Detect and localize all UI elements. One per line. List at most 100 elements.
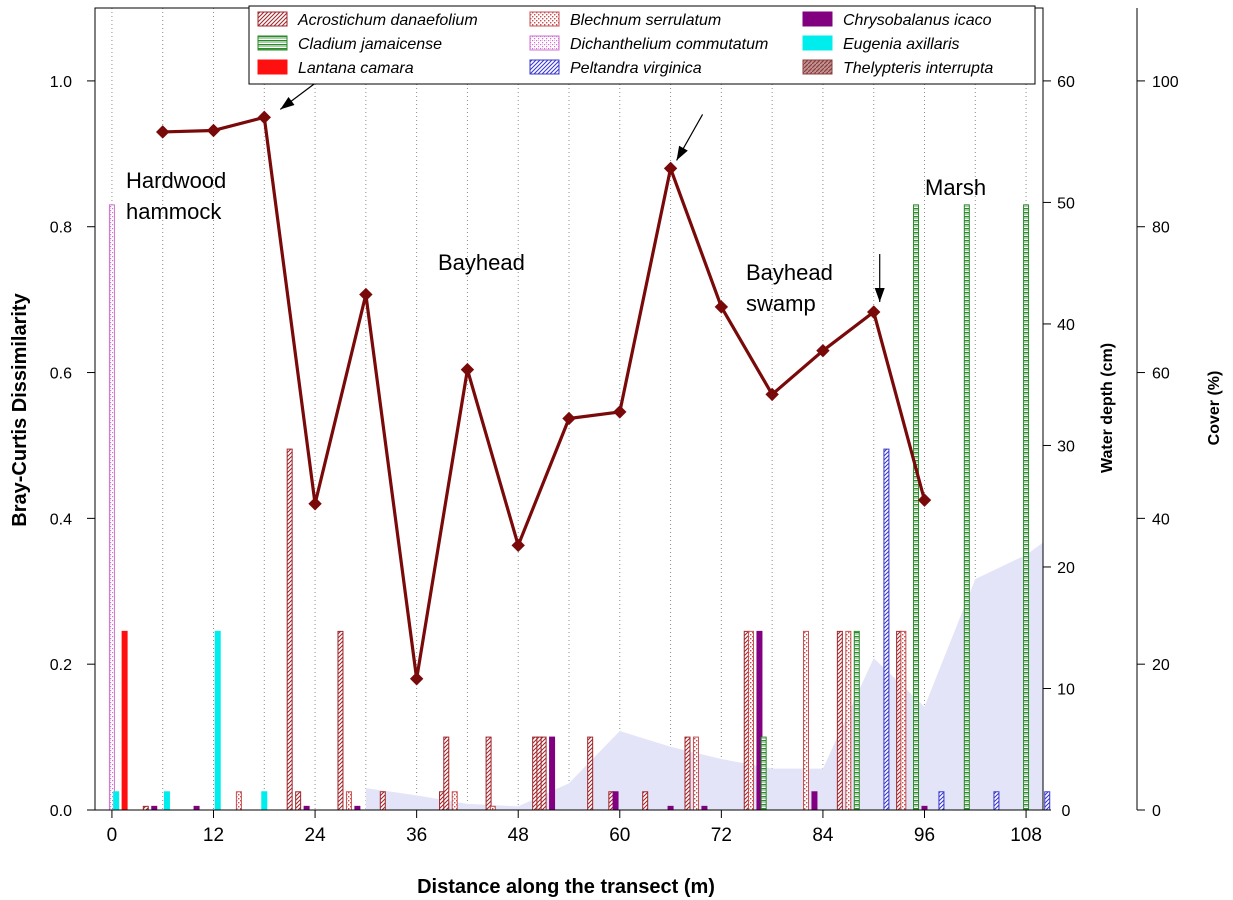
bar-acrostichum-danaefolium (142, 805, 149, 811)
legend-swatch (529, 59, 560, 75)
x-tick-label: 96 (914, 825, 935, 846)
dissimilarity-point (156, 125, 170, 139)
axes: 0 12 24 36 48 60 72 84 96 108 0.0 0.2 0.4 0.6 0.8 1.0 0 1… (50, 8, 1179, 846)
dissimilarity-point (562, 411, 576, 426)
legend-swatch (802, 35, 833, 51)
bar-acrostichum-danaefolium (295, 791, 302, 811)
bar-blechnum-serrulatum (803, 630, 809, 811)
legend-item-eugenia-axillaris: Eugenia axillaris (802, 35, 960, 53)
bar-blechnum-serrulatum (345, 791, 352, 811)
legend-label: Chrysobalanus icaco (843, 12, 992, 29)
bar-acrostichum-danaefolium (485, 736, 492, 811)
bar-blechnum-serrulatum (747, 630, 754, 811)
bar-blechnum-serrulatum (900, 630, 907, 811)
bar-chrysobalanus-icaco (549, 736, 556, 811)
x-tick-label: 36 (406, 825, 427, 846)
legend-item-acrostichum-danaefolium: Acrostichum danaefolium (257, 11, 478, 29)
dissimilarity-point (460, 362, 475, 377)
x-tick-label: 60 (609, 825, 630, 846)
y2-tick-label: 20 (1057, 560, 1075, 577)
bar-cladium-jamaicense (963, 204, 970, 811)
y-tick-label: 0.2 (50, 657, 72, 674)
y2-tick-label: 60 (1057, 74, 1075, 91)
legend-item-thelypteris-interrupta: Thelypteris interrupta (802, 59, 993, 77)
legend-swatch (257, 59, 288, 75)
dissimilarity-point (663, 161, 678, 176)
legend-item-peltandra-virginica: Peltandra virginica (529, 59, 702, 77)
bar-cladium-jamaicense (1023, 204, 1030, 811)
bar-peltandra-virginica (993, 791, 1000, 811)
bar-acrostichum-danaefolium (684, 736, 691, 811)
bar-chrysobalanus-icaco (811, 791, 818, 811)
y2-tick-label: 10 (1057, 681, 1075, 698)
x-tick-label: 108 (1010, 825, 1042, 846)
y3-tick-label: 20 (1152, 657, 1170, 674)
water-depth-area (365, 542, 1043, 810)
legend-label: Thelypteris interrupta (843, 60, 993, 77)
bar-lantana-camara (121, 630, 128, 811)
dissimilarity-point (257, 110, 271, 125)
annotation-arrow (874, 254, 885, 303)
y2-tick-label: 0 (1062, 803, 1071, 820)
legend-item-dichanthelium-commutatum: Dichanthelium commutatum (529, 35, 768, 53)
legend-label: Blechnum serrulatum (570, 12, 721, 29)
legend-swatch (257, 11, 288, 27)
bar-blechnum-serrulatum (451, 791, 458, 811)
dissimilarity-point (816, 343, 830, 358)
zone-label-hardwood-1: Hardwood (126, 168, 226, 193)
y2-tick-label: 40 (1057, 317, 1075, 334)
bar-eugenia-axillaris (214, 630, 221, 811)
legend-swatch (529, 11, 560, 27)
bar-acrostichum-danaefolium (379, 791, 386, 811)
y3-tick-label: 100 (1152, 74, 1179, 91)
legend-item-chrysobalanus-icaco: Chrysobalanus icaco (802, 11, 992, 29)
bar-eugenia-axillaris (163, 791, 170, 811)
bar-peltandra-virginica (938, 791, 945, 811)
dissimilarity-point (511, 538, 525, 553)
y2-tick-label: 30 (1057, 438, 1075, 455)
legend-label: Acrostichum danaefolium (297, 12, 478, 29)
bar-chrysobalanus-icaco (612, 791, 619, 811)
bar-acrostichum-danaefolium (642, 791, 649, 811)
dissimilarity-series-line (162, 115, 927, 681)
zone-label-bayhead-swamp-1: Bayhead (746, 260, 833, 285)
dissimilarity-point (613, 405, 627, 419)
y3-tick-label: 60 (1152, 366, 1170, 383)
y3-tick-label: 0 (1152, 803, 1161, 820)
dissimilarity-line (156, 110, 932, 686)
bar-acrostichum-danaefolium (337, 630, 344, 811)
bar-acrostichum-danaefolium (836, 630, 843, 811)
bar-eugenia-axillaris (261, 791, 268, 811)
legend-item-cladium-jamaicense: Cladium jamaicense (257, 35, 442, 53)
dissimilarity-point (409, 672, 424, 686)
dissimilarity-point (917, 493, 932, 507)
dissimilarity-point (765, 387, 779, 402)
x-tick-label: 24 (305, 825, 327, 846)
legend-label: Dichanthelium commutatum (570, 36, 768, 53)
legend-box (248, 5, 1036, 85)
bar-peltandra-virginica (1044, 791, 1051, 811)
bar-chrysobalanus-icaco (701, 805, 708, 811)
bar-eugenia-axillaris (113, 791, 120, 811)
zone-label-bayhead-swamp-2: swamp (746, 291, 816, 316)
legend-label: Peltandra virginica (570, 60, 702, 77)
x-tick-label: 84 (812, 825, 834, 846)
bar-chrysobalanus-icaco (921, 805, 928, 811)
y-tick-label: 0.8 (50, 220, 72, 237)
y3-axis-title: Cover (%) (1206, 371, 1223, 446)
dissimilarity-point (867, 305, 881, 319)
legend-swatch (802, 11, 833, 27)
zone-label-marsh: Marsh (925, 175, 986, 200)
bar-cladium-jamaicense (913, 204, 920, 811)
bar-acrostichum-danaefolium (443, 736, 450, 811)
bar-acrostichum-danaefolium (286, 448, 293, 811)
bar-chrysobalanus-icaco (193, 805, 200, 811)
y-tick-label: 0.0 (50, 803, 72, 820)
dissimilarity-point (206, 123, 221, 138)
zone-label-bayhead: Bayhead (438, 250, 525, 275)
water-depth-area-shape (365, 542, 1043, 810)
x-tick-label: 12 (203, 825, 224, 846)
x-tick-label: 48 (508, 825, 529, 846)
bar-cladium-jamaicense (760, 736, 767, 811)
